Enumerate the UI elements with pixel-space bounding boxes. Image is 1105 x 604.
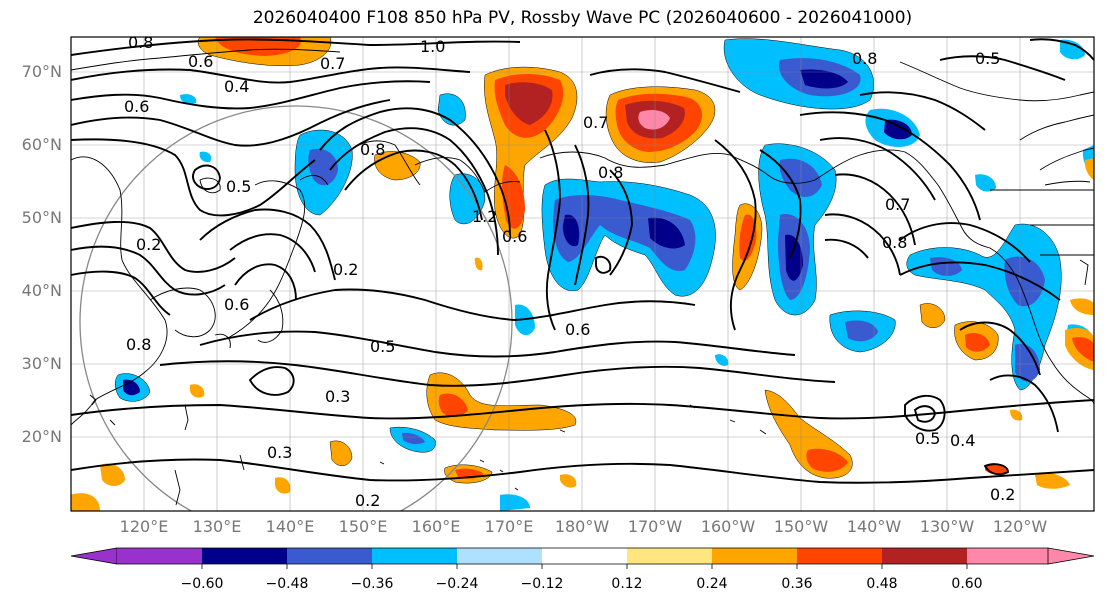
lat-label: 50°N <box>21 208 62 227</box>
contour-label: 0.6 <box>224 295 249 314</box>
contour-label: 1.0 <box>420 37 445 56</box>
contour-label: 0.6 <box>502 227 527 246</box>
colorbar-tick-label: 0.60 <box>951 576 983 592</box>
contour-label: 0.6 <box>124 97 149 116</box>
contour-label: 0.5 <box>226 177 251 196</box>
colorbar-bin <box>797 548 882 564</box>
contour-label: 0.5 <box>975 49 1000 68</box>
colorbar-bin <box>287 548 372 564</box>
colorbar-bin <box>882 548 967 564</box>
contour-label: 0.7 <box>583 113 608 132</box>
colorbar-tick-label: −0.24 <box>435 576 479 592</box>
contour-label: 0.2 <box>333 260 358 279</box>
contour-label: 0.7 <box>320 54 345 73</box>
colorbar-tick-label: 0.24 <box>696 576 728 592</box>
contour-label: 0.7 <box>885 195 910 214</box>
contour-label: 0.3 <box>325 387 350 406</box>
contour-label: 0.4 <box>950 431 975 450</box>
coastlines <box>71 48 1094 506</box>
colorbar-bin <box>457 548 542 564</box>
colorbar-bin <box>712 548 797 564</box>
contour-label: 0.6 <box>565 320 590 339</box>
colorbar-low-extend <box>70 547 118 565</box>
lat-label: 70°N <box>21 62 62 81</box>
colorbar-tick-label: −0.60 <box>180 576 224 592</box>
contour-labels: 0.8 1.0 0.6 0.7 0.4 0.5 0.6 0.8 0.7 0.5 … <box>124 33 1015 510</box>
lon-label: 160°W <box>700 517 756 536</box>
lon-label: 170°W <box>627 517 683 536</box>
colorbar-tick-label: −0.12 <box>520 576 564 592</box>
contour-label: 0.3 <box>267 443 292 462</box>
contour-label: 0.6 <box>188 52 213 71</box>
lat-label: 60°N <box>21 135 62 154</box>
lon-label: 180°W <box>554 517 610 536</box>
contour-label: 0.8 <box>882 233 907 252</box>
lon-label: 170°E <box>484 517 534 536</box>
plot-frame <box>70 36 1095 512</box>
colorbar-tick-label: 0.36 <box>781 576 813 592</box>
range-circle <box>79 105 513 511</box>
contour-label: 0.2 <box>136 235 161 254</box>
lon-label: 150°W <box>773 517 829 536</box>
colorbar-tick-label: −0.48 <box>265 576 309 592</box>
lon-label: 130°E <box>192 517 242 536</box>
pv-contours <box>71 38 1094 484</box>
colorbar-bin <box>117 548 202 564</box>
lon-label: 130°W <box>919 517 975 536</box>
lon-label: 160°E <box>411 517 461 536</box>
lat-label: 20°N <box>21 427 62 446</box>
contour-label: 0.5 <box>370 337 395 356</box>
colorbar-tick-label: −0.36 <box>350 576 394 592</box>
negative-anomaly-shading <box>115 38 1094 511</box>
lon-label: 120°W <box>992 517 1048 536</box>
contour-label: 0.2 <box>990 485 1015 504</box>
map-title: 2026040400 F108 850 hPa PV, Rossby Wave … <box>252 8 913 28</box>
contour-label: 0.4 <box>224 77 249 96</box>
colorbar <box>70 547 1095 569</box>
lon-label: 140°W <box>846 517 902 536</box>
colorbar-tick-label: 0.48 <box>866 576 898 592</box>
lon-label: 150°E <box>338 517 388 536</box>
contour-label: 0.8 <box>852 49 877 68</box>
colorbar-tick-label: 0.12 <box>611 576 643 592</box>
contour-label: 0.2 <box>355 491 380 510</box>
lon-label: 140°E <box>265 517 315 536</box>
colorbar-bin <box>372 548 457 564</box>
colorbar-bin <box>202 548 287 564</box>
contour-label: 1.2 <box>472 207 497 226</box>
lat-label: 30°N <box>21 354 62 373</box>
lat-label: 40°N <box>21 281 62 300</box>
colorbar-high-extend <box>1047 547 1095 565</box>
colorbar-bin <box>542 548 627 564</box>
contour-label: 0.8 <box>128 33 153 52</box>
contour-label: 0.5 <box>915 429 940 448</box>
lon-label: 120°E <box>119 517 169 536</box>
contour-label: 0.8 <box>360 140 385 159</box>
contour-label: 0.8 <box>126 335 151 354</box>
colorbar-bin <box>627 548 712 564</box>
colorbar-bin <box>967 548 1048 564</box>
contour-label: 0.8 <box>598 163 623 182</box>
